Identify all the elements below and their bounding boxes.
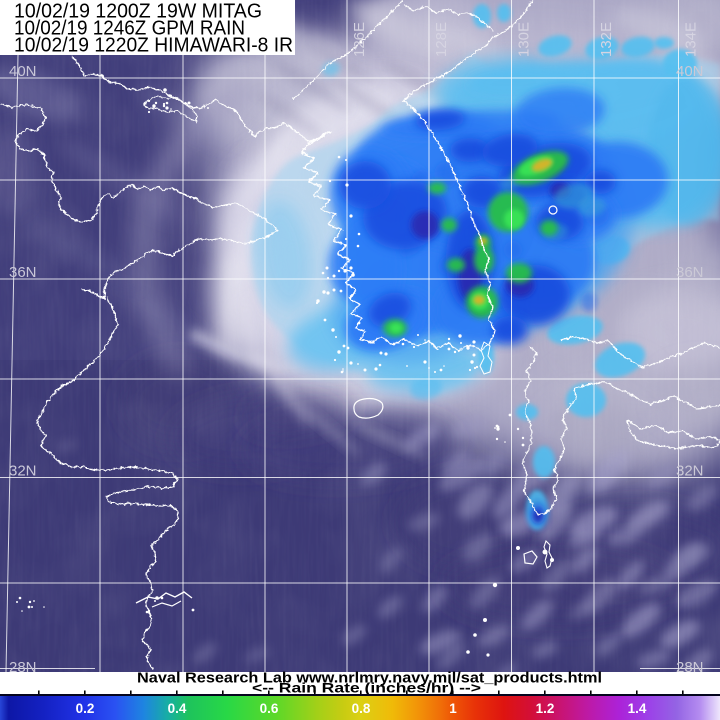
svg-text:28N: 28N bbox=[676, 659, 704, 676]
svg-text:1.4: 1.4 bbox=[628, 701, 647, 716]
svg-text:0.8: 0.8 bbox=[352, 701, 371, 716]
svg-text:1.2: 1.2 bbox=[536, 701, 555, 716]
svg-text:0.6: 0.6 bbox=[260, 701, 279, 716]
svg-text:32N: 32N bbox=[676, 463, 704, 480]
svg-text:10/02/19 1246Z GPM RAIN: 10/02/19 1246Z GPM RAIN bbox=[14, 18, 245, 40]
svg-text:32N: 32N bbox=[9, 463, 37, 480]
svg-text:132E: 132E bbox=[598, 22, 615, 57]
svg-text:134E: 134E bbox=[683, 22, 700, 57]
svg-text:40N: 40N bbox=[9, 63, 37, 80]
svg-text:130E: 130E bbox=[516, 22, 533, 57]
svg-text:128E: 128E bbox=[433, 22, 450, 57]
svg-text:0.2: 0.2 bbox=[76, 701, 95, 716]
svg-text:36N: 36N bbox=[676, 264, 704, 281]
svg-text:1: 1 bbox=[449, 701, 457, 716]
svg-text:10/02/19 1200Z 19W MITAG: 10/02/19 1200Z 19W MITAG bbox=[14, 1, 262, 23]
svg-text:10/02/19 1220Z HIMAWARI-8 IR: 10/02/19 1220Z HIMAWARI-8 IR bbox=[14, 35, 293, 57]
svg-text:36N: 36N bbox=[9, 264, 37, 281]
svg-text:<-- Rain Rate (inches/hr) --: <-- Rain Rate (inches/hr) --> bbox=[252, 680, 481, 696]
svg-text:126E: 126E bbox=[351, 22, 368, 57]
svg-text:40N: 40N bbox=[676, 63, 704, 80]
svg-text:0.4: 0.4 bbox=[168, 701, 187, 716]
svg-text:Naval Research Lab www.nrlmry: Naval Research Lab www.nrlmry.navy.mil/s… bbox=[137, 671, 602, 687]
svg-text:28N: 28N bbox=[9, 659, 37, 676]
